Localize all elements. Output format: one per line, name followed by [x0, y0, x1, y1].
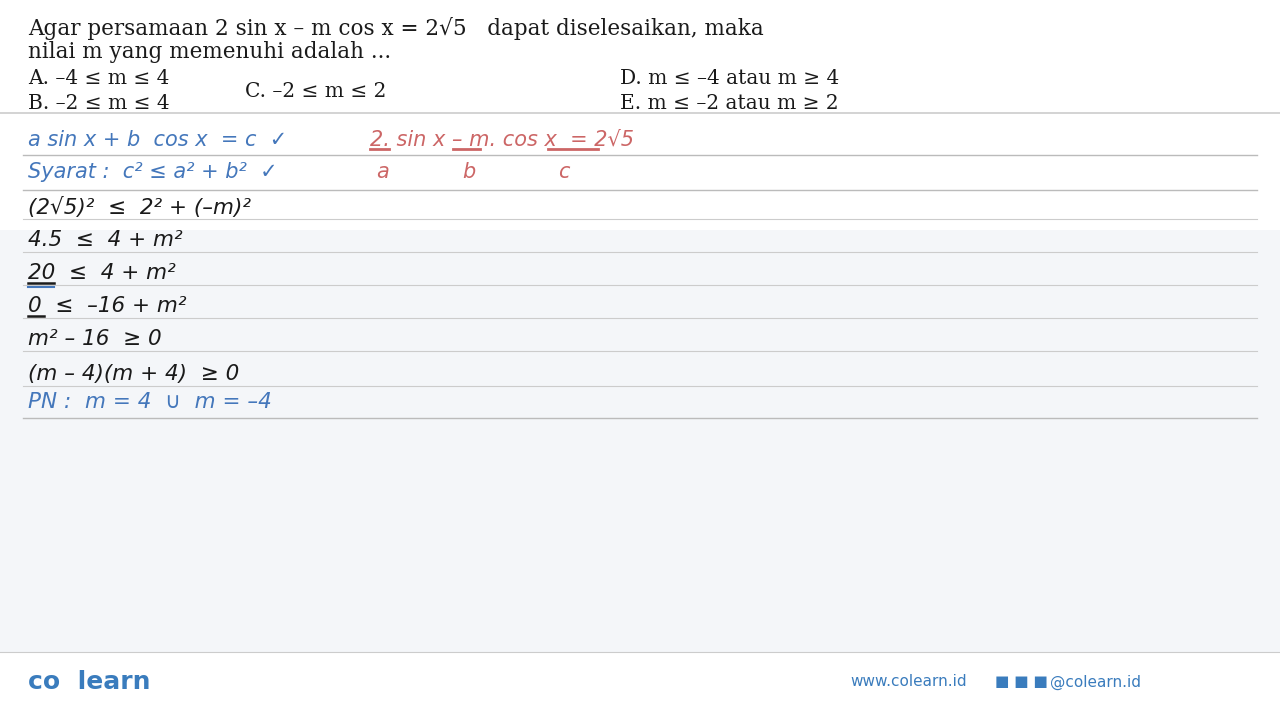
Text: c: c — [558, 162, 570, 182]
Text: B. –2 ≤ m ≤ 4: B. –2 ≤ m ≤ 4 — [28, 94, 170, 113]
Text: www.colearn.id: www.colearn.id — [850, 675, 966, 690]
Text: a sin x + b  cos x  = c  ✓: a sin x + b cos x = c ✓ — [28, 130, 287, 150]
Text: 20  ≤  4 + m²: 20 ≤ 4 + m² — [28, 263, 175, 283]
Text: co  learn: co learn — [28, 670, 151, 694]
Bar — [0, 225, 1280, 655]
Text: (2√5)²  ≤  2² + (–m)²: (2√5)² ≤ 2² + (–m)² — [28, 197, 251, 218]
Text: 4.5  ≤  4 + m²: 4.5 ≤ 4 + m² — [28, 230, 183, 250]
Bar — [0, 0, 1280, 230]
Text: Syarat :  c² ≤ a² + b²  ✓: Syarat : c² ≤ a² + b² ✓ — [28, 162, 278, 182]
Text: C. –2 ≤ m ≤ 2: C. –2 ≤ m ≤ 2 — [244, 82, 387, 101]
Text: b: b — [462, 162, 475, 182]
Text: (m – 4)(m + 4)  ≥ 0: (m – 4)(m + 4) ≥ 0 — [28, 364, 239, 384]
Text: A. –4 ≤ m ≤ 4: A. –4 ≤ m ≤ 4 — [28, 69, 169, 88]
Bar — [0, 652, 1280, 720]
Text: nilai m yang memenuhi adalah ...: nilai m yang memenuhi adalah ... — [28, 41, 392, 63]
Text: E. m ≤ –2 atau m ≥ 2: E. m ≤ –2 atau m ≥ 2 — [620, 94, 838, 113]
Text: a: a — [376, 162, 389, 182]
Text: 0  ≤  –16 + m²: 0 ≤ –16 + m² — [28, 296, 187, 316]
Text: Agar persamaan 2 sin x – m cos x = 2√5   dapat diselesaikan, maka: Agar persamaan 2 sin x – m cos x = 2√5 d… — [28, 17, 764, 40]
Text: D. m ≤ –4 atau m ≥ 4: D. m ≤ –4 atau m ≥ 4 — [620, 69, 840, 88]
Text: 2. sin x – m. cos x  = 2√5: 2. sin x – m. cos x = 2√5 — [370, 130, 634, 150]
Text: @colearn.id: @colearn.id — [1050, 675, 1140, 690]
Text: PN :  m = 4  ∪  m = –4: PN : m = 4 ∪ m = –4 — [28, 392, 271, 412]
Text: ■ ■ ■: ■ ■ ■ — [995, 675, 1048, 690]
Text: m² – 16  ≥ 0: m² – 16 ≥ 0 — [28, 329, 161, 349]
